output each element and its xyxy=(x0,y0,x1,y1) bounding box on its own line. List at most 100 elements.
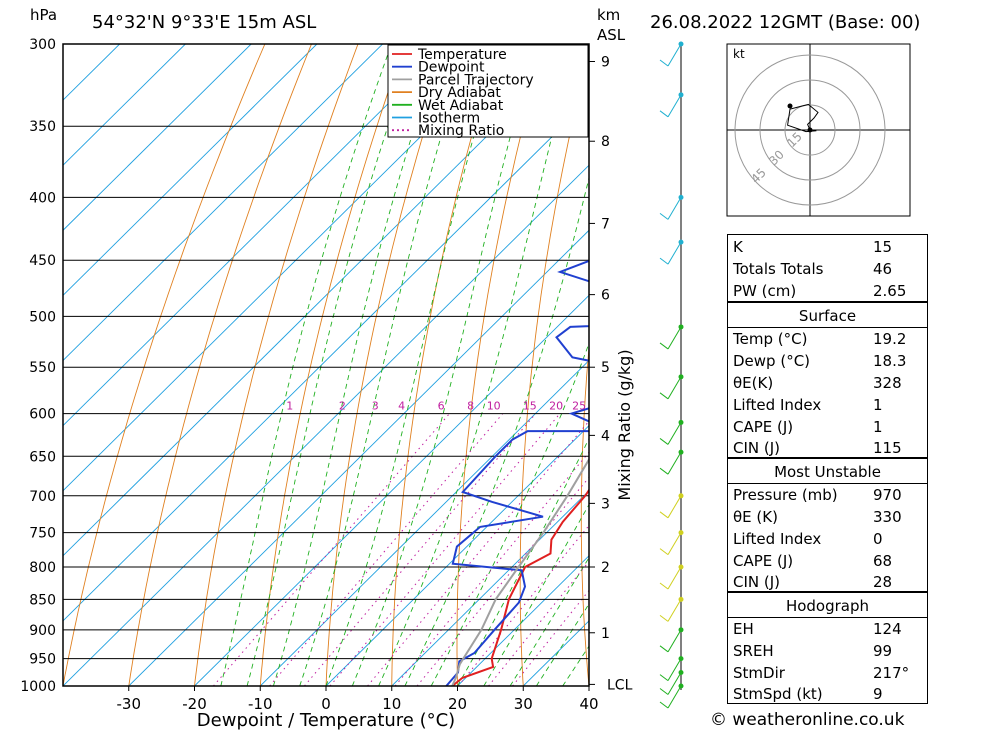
indices-panel: K 15 Totals Totals 46 PW (cm) 2.65 xyxy=(727,234,928,302)
mixing-ratio-labels: 1 2 3 4 6 8 10 15 20 25 xyxy=(286,400,586,413)
wind-barb-flag xyxy=(659,645,669,653)
height-tick-label: 3 xyxy=(601,496,610,512)
temperature-tick-label: -20 xyxy=(182,695,207,713)
legend-box xyxy=(387,44,589,138)
hodograph-title: Hodograph xyxy=(785,597,870,615)
isobars xyxy=(63,43,589,687)
surface-row-cape: CAPE (J) 1 xyxy=(733,418,883,436)
wind-barb-flag xyxy=(659,438,669,445)
height-unit-bottom: ASL xyxy=(597,26,626,44)
most-unstable-title: Most Unstable xyxy=(774,463,881,481)
temperature-tick-label: -30 xyxy=(117,695,142,713)
wet-adiabat-line xyxy=(351,44,537,686)
isotherm-line xyxy=(63,44,186,166)
credit-link[interactable]: © weatheronline.co.uk xyxy=(710,710,905,730)
dry-adiabat-line xyxy=(63,44,266,686)
pressure-tick-label: 850 xyxy=(29,592,56,608)
mixing-ratio-line xyxy=(457,524,589,686)
wind-barb xyxy=(667,566,682,590)
pressure-tick-label: 400 xyxy=(29,190,56,206)
wind-barb xyxy=(667,599,682,622)
hodo-row-stmspd: StmSpd (kt) 9 xyxy=(733,685,883,703)
temperature-axis: -30 -20 -10 0 10 20 30 40 xyxy=(117,686,599,713)
pressure-tick-label: 800 xyxy=(29,560,56,576)
mu-row-cape: CAPE (J) 68 xyxy=(733,552,893,570)
index-row-k: K 15 xyxy=(733,238,893,256)
hodograph-ring xyxy=(759,79,861,181)
mixing-ratio-line xyxy=(213,413,450,686)
legend-entry: Parcel Trajectory xyxy=(418,72,534,88)
temperature-tick-label: 40 xyxy=(579,695,598,713)
legend-entry: Temperature xyxy=(417,47,507,63)
temperature-tick-label: -10 xyxy=(248,695,273,713)
wind-barb-flag xyxy=(659,582,669,590)
mixing-ratio-label: 8 xyxy=(467,400,474,413)
wind-barb xyxy=(667,685,682,709)
temperature-tick-label: 20 xyxy=(448,695,467,713)
height-tick-label: LCL xyxy=(607,677,633,693)
temperature-tick-label: 10 xyxy=(382,695,401,713)
wind-barb-flag xyxy=(659,213,669,220)
height-unit-top: km xyxy=(597,6,620,24)
mixing-ratio-label: 3 xyxy=(372,400,379,413)
wind-barb xyxy=(667,629,682,653)
wind-barb-flag xyxy=(659,674,669,682)
height-tick-label: 8 xyxy=(601,134,610,150)
pressure-unit-label: hPa xyxy=(30,6,57,24)
wind-barb-flag xyxy=(659,467,669,475)
mu-row-pressure: Pressure (mb) 970 xyxy=(733,486,902,504)
legend-entry: Dry Adiabat xyxy=(418,85,501,101)
plot-frame xyxy=(62,43,590,687)
pressure-tick-label: 500 xyxy=(29,309,56,325)
wind-barb-flag xyxy=(659,392,669,400)
wind-barb-flag xyxy=(659,257,669,265)
isotherm-line xyxy=(63,44,515,492)
wet-adiabat-line xyxy=(404,175,589,686)
pressure-tick-label: 600 xyxy=(29,407,56,423)
mu-row-li: Lifted Index 0 xyxy=(733,530,883,548)
wet-adiabat-line xyxy=(457,437,589,686)
surface-row-li: Lifted Index 1 xyxy=(733,396,883,414)
wind-barb xyxy=(667,658,682,681)
surface-row-dewp: Dewp (°C) 18.3 xyxy=(733,352,907,370)
wind-barb xyxy=(667,376,682,400)
mu-row-cin: CIN (J) 28 xyxy=(733,573,893,591)
legend-entry: Isotherm xyxy=(418,111,480,127)
hodograph-trace xyxy=(787,103,819,133)
location-title: 54°32'N 9°33'E 15m ASL xyxy=(92,12,316,33)
dry-adiabat-line xyxy=(641,44,685,686)
wet-adiabat-line xyxy=(246,44,416,686)
height-tick-label: 2 xyxy=(601,560,610,576)
height-tick-label: 6 xyxy=(601,288,610,304)
isotherm-line xyxy=(259,359,589,686)
profiles xyxy=(445,259,589,686)
wind-profile xyxy=(659,41,684,709)
isotherm-line xyxy=(63,44,252,231)
hodograph-point xyxy=(787,103,793,109)
isotherm-line xyxy=(63,44,581,557)
surface-title: Surface xyxy=(798,307,857,325)
index-row-pw: PW (cm) 2.65 xyxy=(733,282,907,300)
isotherm-line xyxy=(63,99,589,622)
height-tick-label: 4 xyxy=(601,428,610,444)
wet-adiabat-line xyxy=(299,44,470,686)
isotherm-line xyxy=(63,44,120,101)
pressure-tick-label: 650 xyxy=(29,449,56,465)
pressure-tick-label: 750 xyxy=(29,526,56,542)
hodo-row-eh: EH 124 xyxy=(733,620,902,638)
wind-barb-flag xyxy=(659,110,669,118)
wind-barb-flag xyxy=(659,701,669,709)
hodograph-ring xyxy=(734,54,886,206)
legend-entry: Mixing Ratio xyxy=(418,123,504,139)
hodograph-ring xyxy=(784,104,836,156)
pressure-axis: 300 350 400 450 500 550 600 650 700 750 800 850 900 9… xyxy=(20,37,56,695)
wind-barb-flag xyxy=(659,59,669,67)
isotherm-line xyxy=(391,490,589,686)
wind-barb xyxy=(667,326,682,350)
pressure-tick-label: 700 xyxy=(29,489,56,505)
mixing-ratio-line xyxy=(329,413,561,686)
wind-barb xyxy=(667,197,682,220)
surface-row-cin: CIN (J) 115 xyxy=(733,439,902,457)
